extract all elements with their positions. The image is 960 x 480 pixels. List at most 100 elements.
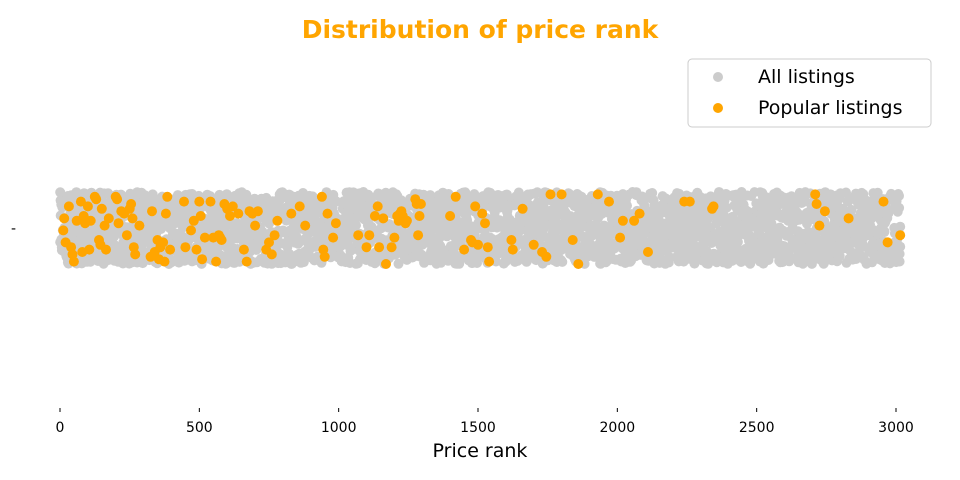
popular-listing-point [179, 196, 189, 207]
popular-listing-point [811, 199, 822, 209]
popular-listing-point [316, 191, 327, 202]
popular-listing-point [300, 220, 311, 231]
all-listing-point [622, 200, 632, 211]
popular-listing-point [160, 208, 171, 219]
popular-listing-point [158, 237, 169, 248]
popular-listing-point [556, 189, 567, 200]
all-listing-point [895, 221, 906, 232]
popular-listing-point [227, 201, 238, 212]
popular-listing-point [103, 213, 114, 224]
popular-listing-point [604, 196, 614, 207]
popular-listing-point [643, 247, 653, 257]
popular-listing-point [882, 237, 893, 248]
legend-label-all-listings: All listings [758, 66, 855, 88]
popular-listing-point [286, 208, 297, 219]
popular-listing-point [195, 211, 206, 221]
all-listing-point [894, 248, 905, 259]
popular-listing-point [199, 232, 210, 243]
popular-listing-point [211, 256, 222, 267]
all-listing-point [351, 220, 361, 231]
popular-listing-point [843, 213, 854, 224]
popular-listing-point [71, 215, 82, 226]
popular-listing-point [68, 256, 79, 267]
popular-listing-point [364, 230, 375, 241]
popular-listing-point [482, 242, 493, 253]
popular-listing-point [191, 244, 202, 255]
popular-listing-point [186, 225, 196, 236]
popular-listing-point [459, 244, 470, 255]
popular-listing-point [319, 251, 330, 262]
popular-listing-point [75, 196, 86, 207]
all-listing-point [895, 241, 906, 252]
popular-listing-point [484, 256, 495, 267]
chart-title: Distribution of price rank [302, 15, 660, 44]
legend-frame [687, 58, 932, 128]
popular-listing-point [413, 230, 424, 241]
popular-listings-points [58, 189, 906, 269]
popular-listing-point [450, 191, 461, 202]
popular-listing-point [85, 215, 96, 226]
all-listing-point [344, 233, 355, 244]
popular-listing-point [528, 239, 539, 250]
popular-listing-point [507, 244, 518, 255]
popular-listing-point [401, 215, 412, 226]
all-listing-point [733, 231, 744, 241]
popular-listing-point [353, 230, 364, 241]
popular-listing-point [506, 235, 517, 245]
popular-listing-point [159, 256, 170, 267]
popular-listing-point [617, 215, 628, 226]
legend: All listings Popular listings [687, 58, 932, 128]
popular-listing-point [414, 211, 425, 221]
popular-listing-point [63, 201, 74, 212]
popular-listing-point [541, 251, 552, 262]
popular-listing-point [272, 215, 283, 226]
all-listing-point [894, 190, 904, 201]
popular-listing-point [96, 203, 107, 214]
popular-listing-point [470, 201, 481, 212]
all-listing-point [894, 202, 905, 213]
all-listing-point [664, 252, 675, 263]
popular-listing-point [147, 206, 157, 217]
popular-listing-point [294, 201, 305, 212]
popular-listing-point [58, 225, 69, 236]
popular-listing-point [264, 237, 274, 248]
x-tick-label: 2000 [600, 420, 636, 436]
popular-listing-point [130, 249, 141, 260]
popular-listing-point [517, 203, 528, 214]
popular-listing-point [225, 211, 235, 221]
x-tick-label: 3000 [878, 420, 914, 436]
popular-listing-point [381, 259, 391, 269]
popular-listing-point [266, 249, 277, 260]
popular-listing-point [127, 213, 138, 224]
popular-listing-point [634, 208, 645, 219]
all-listing-point [491, 256, 501, 267]
x-tick-label: 500 [186, 420, 213, 436]
all-listing-point [719, 210, 729, 221]
x-axis-ticks: 0 500 1000 1500 2000 2500 3000 [56, 408, 914, 436]
popular-listing-point [134, 220, 145, 231]
popular-listing-point [205, 196, 216, 207]
popular-listing-point [573, 259, 584, 269]
popular-listing-point [372, 201, 383, 212]
all-listing-point [460, 187, 471, 198]
popular-listing-point [389, 232, 400, 243]
popular-listing-point [241, 256, 252, 267]
popular-listing-point [322, 208, 333, 219]
popular-listing-point [233, 208, 244, 219]
popular-listing-point [121, 230, 132, 241]
popular-listing-point [180, 242, 191, 253]
popular-listing-point [473, 239, 483, 250]
popular-listing-point [378, 213, 389, 224]
popular-listing-point [328, 232, 339, 243]
popular-listing-point [415, 199, 426, 209]
popular-listing-point [369, 211, 380, 221]
popular-listing-point [126, 199, 137, 209]
popular-listing-point [238, 244, 249, 255]
x-axis-label: Price rank [433, 440, 528, 462]
popular-listing-point [615, 232, 626, 243]
popular-listing-point [250, 220, 261, 231]
popular-listing-point [545, 189, 556, 200]
all-listing-point [264, 218, 275, 229]
popular-listing-point [84, 244, 95, 255]
x-tick-label: 2500 [739, 420, 775, 436]
